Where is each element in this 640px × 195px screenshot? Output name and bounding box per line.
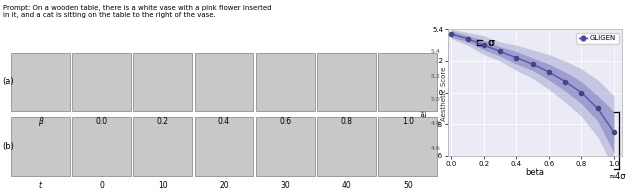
Text: 0.6: 0.6	[279, 117, 291, 126]
Legend: GLIGEN: GLIGEN	[577, 33, 619, 44]
Text: 0.8: 0.8	[340, 117, 353, 126]
Text: σ: σ	[487, 38, 493, 48]
Text: Aesthetic Score: Aesthetic Score	[440, 66, 447, 121]
Text: 0: 0	[99, 181, 104, 190]
Text: 20: 20	[219, 181, 229, 190]
Y-axis label: Aesthetic Score: Aesthetic Score	[420, 63, 429, 122]
Text: 5.0: 5.0	[431, 97, 440, 102]
Text: 30: 30	[280, 181, 290, 190]
Text: 40: 40	[342, 181, 351, 190]
Text: 0.2: 0.2	[157, 117, 169, 126]
Text: 4.8: 4.8	[431, 121, 440, 126]
Text: 5.2: 5.2	[431, 74, 440, 79]
Text: (a): (a)	[2, 77, 13, 86]
Text: Prompt: On a wooden table, there is a white vase with a pink flower inserted
in : Prompt: On a wooden table, there is a wh…	[3, 5, 272, 18]
Text: 5.4: 5.4	[431, 49, 440, 54]
Text: 50: 50	[403, 181, 413, 190]
Text: 0.4: 0.4	[218, 117, 230, 126]
Text: 10: 10	[158, 181, 168, 190]
Text: β: β	[38, 117, 43, 126]
Text: ≈4σ: ≈4σ	[608, 172, 626, 181]
Text: 0.0: 0.0	[95, 117, 108, 126]
Text: (c): (c)	[529, 194, 541, 195]
Text: (b): (b)	[2, 142, 14, 151]
X-axis label: beta: beta	[525, 168, 545, 177]
Text: 1.0: 1.0	[402, 117, 414, 126]
Text: σ: σ	[489, 38, 495, 48]
Text: t: t	[39, 181, 42, 190]
Text: 4.6: 4.6	[431, 146, 440, 151]
